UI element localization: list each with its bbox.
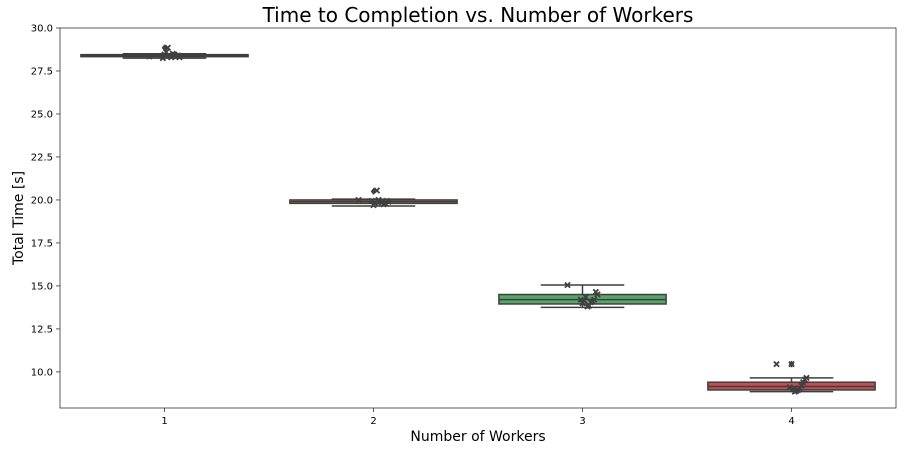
y-tick-label: 25.0 xyxy=(31,109,53,120)
x-tick-label: 4 xyxy=(788,416,794,427)
y-axis: 10.0 12.5 15.0 17.5 20.0 22.5 25.0 27.5 30.0 xyxy=(31,24,60,378)
data-point-x xyxy=(577,296,585,303)
data-point-x xyxy=(169,50,177,58)
y-tick-label: 12.5 xyxy=(31,324,53,335)
y-tick-label: 15.0 xyxy=(31,281,53,292)
chart-title: Time to Completion vs. Number of Workers xyxy=(262,3,694,27)
data-point-x xyxy=(159,54,167,62)
data-point-x xyxy=(370,201,377,209)
data-point-x xyxy=(789,385,797,393)
x-tick-label: 1 xyxy=(161,416,167,427)
data-point-x xyxy=(164,44,172,52)
data-point-x xyxy=(146,53,153,60)
x-tick-label: 2 xyxy=(370,416,376,427)
data-point-x xyxy=(584,303,591,310)
data-point-x xyxy=(579,299,586,307)
data-point-x xyxy=(788,360,795,368)
data-point-x xyxy=(773,360,780,368)
data-point-x xyxy=(582,293,590,301)
x-tick-label: 3 xyxy=(579,416,585,427)
data-point-x xyxy=(799,378,807,386)
data-point-x xyxy=(355,196,362,204)
data-point-x xyxy=(592,288,600,296)
plot-area xyxy=(59,27,897,409)
data-point-x xyxy=(161,51,168,58)
y-tick-label: 20.0 xyxy=(31,195,53,206)
points-layer xyxy=(146,44,810,395)
y-axis-label: Total Time [s] xyxy=(11,171,27,266)
y-tick-label: 17.5 xyxy=(31,238,53,249)
data-point-x xyxy=(373,187,381,194)
y-tick-label: 10.0 xyxy=(31,367,53,378)
data-point-x xyxy=(786,384,794,391)
y-tick-label: 22.5 xyxy=(31,152,53,163)
x-axis: 1 2 3 4 xyxy=(161,408,795,427)
x-axis-label: Number of Workers xyxy=(410,429,545,445)
y-tick-label: 27.5 xyxy=(31,66,53,77)
y-tick-label: 30.0 xyxy=(31,24,53,35)
data-point-x xyxy=(564,281,571,289)
data-point-x xyxy=(368,197,376,205)
